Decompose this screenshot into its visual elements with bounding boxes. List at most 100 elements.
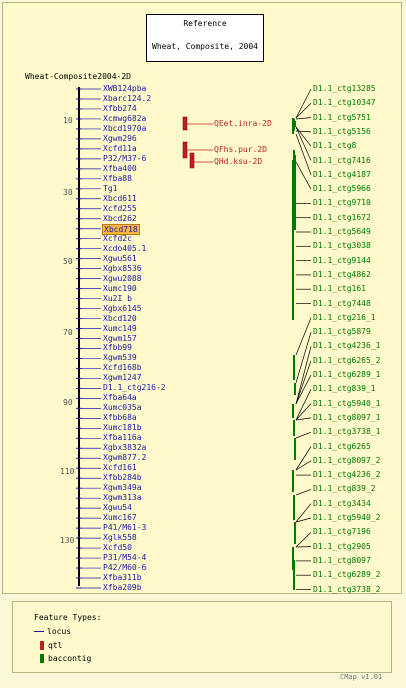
qtl-label[interactable]: QEet.inra-2D: [214, 119, 272, 128]
contig-label[interactable]: D1.1_ctg5649: [313, 227, 371, 236]
contig-label[interactable]: D1.1_ctg7196: [313, 527, 371, 537]
contig-label[interactable]: D1.1_ctg9144: [313, 255, 371, 265]
marker-label[interactable]: Xfbb68a: [103, 413, 137, 423]
marker-label[interactable]: Xbcd262: [103, 213, 137, 223]
marker-label[interactable]: Xgwm539: [103, 353, 137, 363]
marker-label[interactable]: Xumc190: [103, 283, 137, 293]
contig-label[interactable]: D1.1_ctg6265_2: [313, 355, 381, 365]
marker-label[interactable]: Xcfd255: [103, 203, 137, 213]
marker-label[interactable]: D1.1_ctg216-2: [103, 383, 166, 393]
contig-label[interactable]: D1.1_ctg5156: [313, 126, 371, 136]
marker-label[interactable]: Xgwm877.2: [103, 453, 147, 463]
contig-label[interactable]: D1.1_ctg5751: [313, 112, 371, 122]
marker-label[interactable]: Xfbb274: [103, 103, 137, 113]
contig-label[interactable]: D1.1_ctg4236_1: [313, 341, 381, 351]
marker-label[interactable]: Tg1: [103, 183, 118, 193]
qtl-bar[interactable]: [182, 116, 188, 131]
marker-label[interactable]: Xfba311b: [103, 573, 142, 583]
contig-bar[interactable]: [292, 547, 294, 570]
contig-label[interactable]: D1.1_ctg161: [313, 284, 366, 294]
marker-label[interactable]: Xumc035a: [103, 403, 142, 413]
marker-label[interactable]: Xgbx3832a: [103, 443, 147, 453]
contig-bar[interactable]: [294, 155, 296, 230]
marker-label[interactable]: Xgwm1247: [103, 373, 142, 383]
marker-label[interactable]: Xumc167: [103, 513, 137, 523]
contig-label[interactable]: D1.1_ctg3038: [313, 241, 371, 251]
qtl-bar[interactable]: [182, 141, 188, 159]
marker-label[interactable]: Xgwm296: [103, 133, 137, 143]
contig-label[interactable]: D1.1_ctg5879: [313, 327, 371, 337]
marker-label[interactable]: Xgbx6145: [103, 303, 142, 313]
contig-label[interactable]: D1.1_ctg6289_2: [313, 570, 381, 580]
contig-label[interactable]: D1.1_ctg216_1: [313, 312, 376, 322]
marker-label[interactable]: Xcfd2c: [103, 233, 132, 243]
marker-label[interactable]: Xgwm313a: [103, 493, 142, 503]
marker-label[interactable]: Xgwm349a: [103, 483, 142, 493]
reference-box[interactable]: Reference Wheat, Composite, 2004: [146, 14, 264, 62]
contig-label[interactable]: D1.1_ctg13285: [313, 84, 376, 93]
contig-label[interactable]: D1.1_ctg5940_1: [313, 398, 381, 408]
contig-bar[interactable]: [292, 470, 294, 492]
contig-label[interactable]: D1.1_ctg3738_2: [313, 584, 381, 594]
contig-label[interactable]: D1.1_ctg839_1: [313, 384, 376, 394]
contig-bar[interactable]: [293, 495, 295, 520]
marker-label[interactable]: Xgwu54: [103, 503, 132, 513]
contig-bar[interactable]: [292, 160, 294, 320]
contig-label[interactable]: D1.1_ctg4187: [313, 169, 371, 179]
marker-label[interactable]: Xbcd120: [103, 313, 137, 323]
marker-label[interactable]: Xfba400: [103, 163, 137, 173]
contig-label[interactable]: D1.1_ctg6265: [313, 441, 371, 451]
marker-label[interactable]: Xfba64a: [103, 393, 137, 403]
marker-label[interactable]: Xcfd50: [103, 543, 132, 553]
contig-bar[interactable]: [293, 420, 295, 436]
marker-label[interactable]: Xgwm157: [103, 333, 137, 343]
marker-label[interactable]: Xfba88: [103, 173, 132, 183]
marker-label[interactable]: Xbcd1970a: [103, 123, 147, 133]
marker-label[interactable]: Xcfd11a: [103, 143, 137, 153]
marker-label[interactable]: P32/M37-6: [103, 153, 147, 163]
contig-bar[interactable]: [292, 404, 294, 418]
qtl-label[interactable]: QFhs.pur.2D: [214, 145, 267, 154]
contig-label[interactable]: D1.1_ctg3738_1: [313, 427, 381, 437]
marker-label[interactable]: Xfbb284b: [103, 473, 142, 483]
contig-label[interactable]: D1.1_ctg7416: [313, 155, 371, 165]
contig-bar[interactable]: [294, 522, 296, 544]
marker-label[interactable]: Xfbb99: [103, 343, 132, 353]
contig-label[interactable]: D1.1_ctg4236_2: [313, 470, 381, 480]
marker-label[interactable]: Xcfd168b: [103, 363, 142, 373]
contig-bar[interactable]: [294, 121, 296, 127]
contig-label[interactable]: D1.1_ctg1672: [313, 212, 371, 222]
marker-label[interactable]: Xcdo405.1: [103, 243, 147, 253]
contig-label[interactable]: D1.1_ctg8: [313, 141, 357, 151]
marker-label[interactable]: P41/M61-3: [103, 523, 147, 533]
marker-label[interactable]: Xfba116a: [103, 433, 142, 443]
contig-bar[interactable]: [293, 560, 295, 590]
marker-label[interactable]: Xu2I b: [103, 293, 132, 303]
contig-bar[interactable]: [294, 438, 296, 460]
marker-label[interactable]: Xbcd611: [103, 193, 137, 203]
marker-label[interactable]: Xumc181b: [103, 423, 142, 433]
contig-label[interactable]: D1.1_ctg9710: [313, 198, 371, 208]
contig-label[interactable]: D1.1_ctg2905: [313, 541, 371, 551]
contig-bar[interactable]: [292, 120, 294, 134]
marker-label[interactable]: P31/M54-4: [103, 553, 147, 563]
qtl-bar[interactable]: [189, 152, 195, 169]
marker-label[interactable]: Xcfd161: [103, 463, 137, 473]
highlighted-marker[interactable]: Xbcd718: [102, 223, 140, 235]
contig-label[interactable]: D1.1_ctg8097_1: [313, 412, 381, 422]
marker-label[interactable]: Xgwu2088: [103, 273, 142, 283]
contig-bar[interactable]: [293, 355, 295, 380]
qtl-label[interactable]: QHd.ksu-2D: [214, 157, 263, 166]
contig-label[interactable]: D1.1_ctg6289_1: [313, 370, 381, 379]
marker-label[interactable]: Xfba209b: [103, 583, 142, 592]
contig-label[interactable]: D1.1_ctg4862: [313, 269, 371, 279]
marker-label[interactable]: Xcmwg682a: [103, 113, 147, 123]
contig-bar[interactable]: [294, 383, 296, 395]
contig-label[interactable]: D1.1_ctg839_2: [313, 484, 376, 494]
marker-label[interactable]: Xgbx8536: [103, 263, 142, 273]
marker-label[interactable]: P42/M60-6: [103, 563, 147, 573]
marker-label[interactable]: Xglk558: [103, 533, 137, 543]
map-title[interactable]: Wheat-Composite2004-2D: [25, 72, 131, 81]
contig-label[interactable]: D1.1_ctg7448: [313, 298, 371, 308]
contig-label[interactable]: D1.1_ctg5966: [313, 184, 371, 194]
